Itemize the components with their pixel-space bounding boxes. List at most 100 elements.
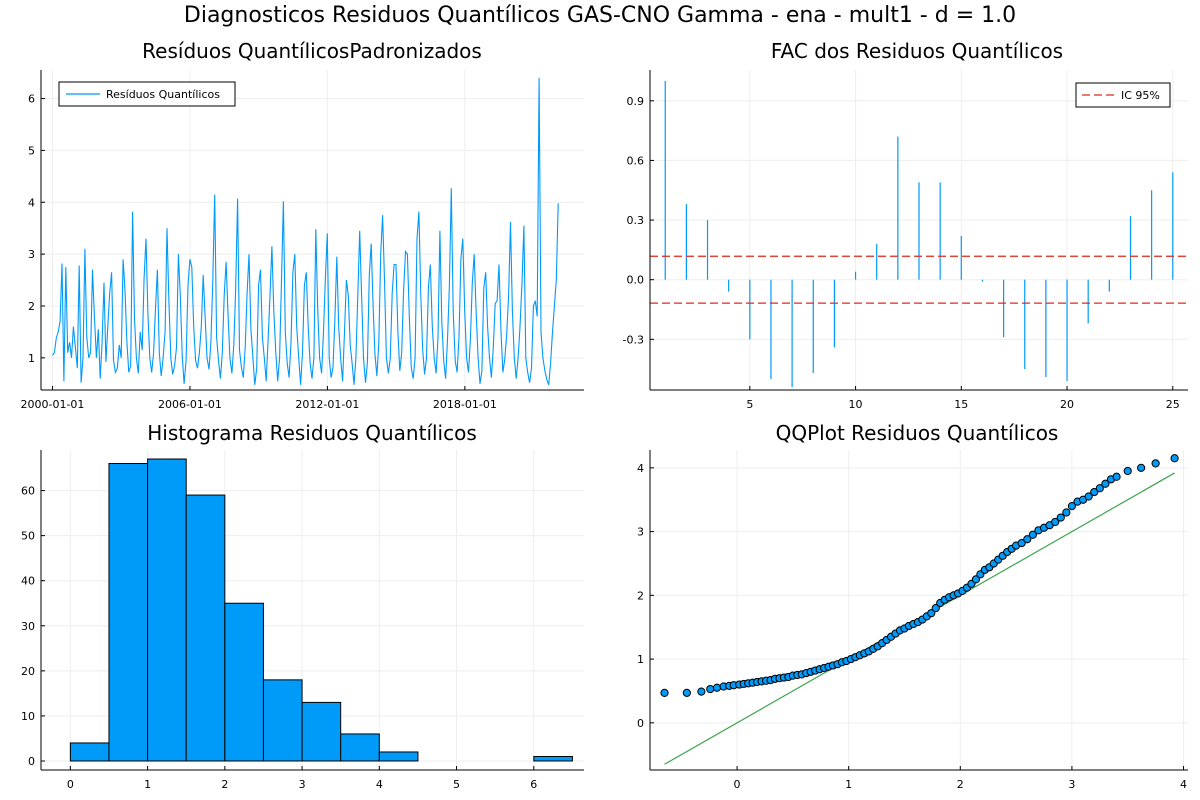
qqplot-point	[1112, 472, 1121, 481]
qqplot-x-tick-label: 4	[1180, 778, 1187, 791]
histogram-marks	[69, 458, 573, 762]
histogram-y-tick-label: 0	[28, 755, 35, 768]
residuals-axes	[40, 70, 584, 391]
qqplot-point	[706, 684, 715, 694]
residuals-x-tick-label: 2018-01-01	[433, 398, 497, 411]
residuals-y-tick-label: 5	[28, 144, 35, 157]
qqplot-point	[1170, 454, 1179, 463]
histogram-y-tick-label: 50	[21, 530, 35, 543]
qqplot-point	[931, 603, 940, 613]
qqplot-point	[1051, 517, 1060, 527]
acf-y-tick-label: 0.9	[627, 95, 645, 108]
histogram-bar	[224, 602, 264, 762]
qqplot-point	[1090, 487, 1099, 497]
histogram-x-tick-label: 1	[144, 778, 151, 791]
qqplot-ticks: 0 1 2 3 4 0 1 2 3 4	[637, 462, 1187, 791]
qqplot-point	[1023, 535, 1032, 544]
acf-x-tick-label: 20	[1060, 398, 1074, 411]
qqplot-panel-title: QQPlot Residuos Quantílicos	[776, 421, 1059, 445]
qqplot-point	[712, 683, 722, 692]
histogram-y-tick-label: 30	[21, 620, 35, 633]
qqplot-panel: QQPlot Residuos Quantílicos 0 1 2 3 4 0 1 2 3 4	[637, 421, 1188, 791]
qqplot-grid	[650, 450, 1188, 770]
residuals-legend-label: Resíduos Quantílicos	[106, 88, 220, 101]
qqplot-y-tick-label: 4	[637, 462, 644, 475]
residuals-y-tick-label: 3	[28, 248, 35, 261]
acf-axes	[649, 70, 1188, 391]
residuals-series-line	[52, 77, 559, 385]
qqplot-point	[1062, 508, 1071, 517]
residuals-marks	[52, 77, 559, 385]
acf-y-tick-label: 0.0	[627, 274, 645, 287]
qqplot-point	[1067, 501, 1077, 511]
residuals-x-tick-label: 2012-01-01	[295, 398, 359, 411]
residuals-y-tick-label: 6	[28, 93, 35, 106]
qqplot-y-tick-label: 2	[637, 589, 644, 602]
acf-x-tick-label: 15	[954, 398, 968, 411]
histogram-panel: Histograma Residuos Quantílicos 0 1 2 3 4 5 60…	[21, 421, 584, 791]
acf-x-tick-label: 25	[1166, 398, 1180, 411]
qqplot-x-tick-label: 2	[957, 778, 964, 791]
histogram-panel-title: Histograma Residuos Quantílicos	[147, 421, 477, 445]
residuals-x-tick-label: 2000-01-01	[20, 398, 84, 411]
residuals-legend: Resíduos Quantílicos	[58, 81, 236, 107]
qqplot-point	[1137, 463, 1146, 472]
histogram-bar	[378, 751, 419, 762]
histogram-x-tick-label: 6	[530, 778, 537, 791]
histogram-x-tick-label: 0	[67, 778, 74, 791]
histogram-y-tick-label: 20	[21, 665, 35, 678]
histogram-x-tick-label: 2	[221, 778, 228, 791]
qqplot-point	[1123, 466, 1132, 476]
histogram-x-tick-label: 5	[453, 778, 460, 791]
acf-legend: IC 95%	[1075, 82, 1171, 108]
qqplot-point	[697, 687, 706, 696]
qqplot-y-tick-label: 0	[637, 717, 644, 730]
acf-y-tick-label: -0.3	[623, 333, 644, 346]
figure-title: Diagnosticos Residuos Quantílicos GAS-CN…	[184, 3, 1016, 28]
qqplot-point	[927, 609, 936, 618]
acf-ticks: 5 10 15 20 25 -0.3 0.0 0.3 0.6 0.9	[623, 95, 1180, 411]
qqplot-point	[660, 688, 669, 697]
residuals-grid	[41, 70, 584, 390]
qqplot-axes	[649, 450, 1188, 771]
histogram-y-tick-label: 10	[21, 710, 35, 723]
residuals-x-tick-label: 2006-01-01	[158, 398, 222, 411]
qqplot-y-tick-label: 3	[637, 526, 644, 539]
qqplot-point	[1028, 530, 1037, 539]
acf-legend-label: IC 95%	[1121, 89, 1160, 102]
histogram-y-tick-label: 40	[21, 575, 35, 588]
histogram-bar	[262, 679, 303, 762]
qqplot-point	[1056, 513, 1065, 522]
acf-panel-title: FAC dos Residuos Quantílicos	[771, 39, 1063, 63]
histogram-bar	[108, 463, 149, 762]
qqplot-x-tick-label: 0	[734, 778, 741, 791]
residuals-y-tick-label: 2	[28, 300, 35, 313]
residuals-line-panel: Resíduos QuantílicosPadronizados 2000-01…	[20, 39, 584, 411]
acf-marks	[650, 80, 1188, 388]
qqplot-x-tick-label: 3	[1068, 778, 1075, 791]
residuals-y-tick-label: 1	[28, 352, 35, 365]
residuals-ticks: 2000-01-01 2006-01-01 2012-01-01 2018-01-01…	[20, 93, 496, 411]
qqplot-x-tick-label: 1	[845, 778, 852, 791]
histogram-bar	[301, 701, 342, 762]
acf-y-tick-label: 0.6	[627, 154, 645, 167]
histogram-bar	[185, 494, 226, 762]
histogram-bar	[147, 458, 187, 762]
qqplot-point	[1151, 459, 1160, 468]
residuals-y-tick-label: 4	[28, 196, 35, 209]
acf-panel: FAC dos Residuos Quantílicos 5 10 15 20 25 -0…	[623, 39, 1188, 411]
histogram-axes	[40, 450, 584, 771]
qqplot-y-tick-label: 1	[637, 653, 644, 666]
histogram-bar	[69, 742, 110, 762]
qqplot-point	[971, 575, 981, 584]
acf-legend-box	[1075, 82, 1171, 108]
qqplot-point	[1095, 484, 1104, 493]
histogram-y-tick-label: 60	[21, 485, 35, 498]
histogram-bar	[533, 755, 573, 762]
residuals-panel-title: Resíduos QuantílicosPadronizados	[142, 39, 482, 63]
acf-x-tick-label: 10	[849, 398, 863, 411]
qqplot-point	[1084, 492, 1093, 501]
qqplot-point	[1017, 538, 1026, 548]
